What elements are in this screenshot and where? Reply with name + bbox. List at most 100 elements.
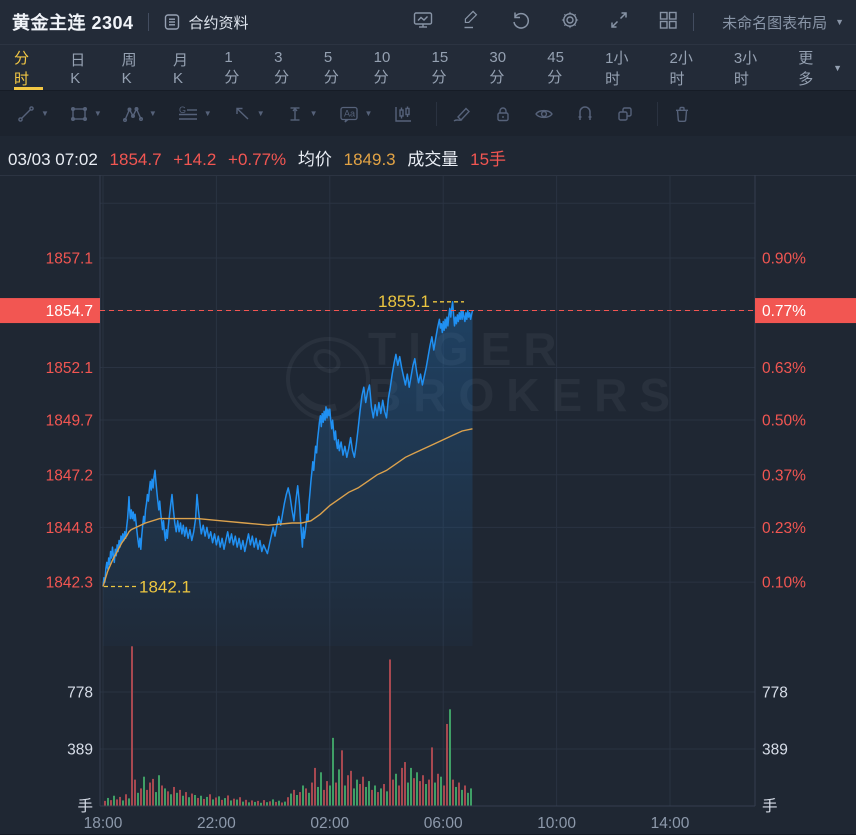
- avg-price-line: [102, 428, 473, 587]
- rectangle-tool[interactable]: ▼: [69, 104, 102, 124]
- chart-canvas[interactable]: TIGERBROKERS1857.10.90%1854.70.77%1852.1…: [0, 175, 856, 835]
- arrow-tool[interactable]: ▼: [232, 104, 265, 124]
- volume-bar: [272, 799, 274, 806]
- top-bar: 黄金主连 2304 合约资料: [0, 0, 856, 45]
- volume-bar: [227, 795, 229, 806]
- tab-2hour[interactable]: 2小时: [669, 49, 693, 88]
- chart-snapshot-icon[interactable]: [412, 9, 434, 36]
- visibility-tool[interactable]: [533, 104, 555, 124]
- volume-bar: [455, 786, 457, 806]
- percent-tick-label: 0.10%: [762, 575, 806, 592]
- tab-5min[interactable]: 5分: [323, 48, 339, 86]
- volume-bar: [146, 789, 148, 806]
- chevron-down-icon: ▼: [148, 109, 157, 118]
- svg-text:Aa: Aa: [344, 108, 355, 118]
- tab-month-k[interactable]: 月K: [173, 51, 189, 87]
- tab-day-k[interactable]: 日K: [70, 51, 86, 87]
- tab-fenshi[interactable]: 分时: [14, 45, 44, 90]
- volume-bar: [314, 767, 316, 806]
- volume-bar: [392, 779, 394, 806]
- top-actions: [412, 9, 679, 36]
- volume-bar: [104, 800, 106, 806]
- magnet-tool[interactable]: [575, 104, 595, 124]
- lock-tool[interactable]: [493, 104, 513, 124]
- avg-price-value: 1849.3: [343, 150, 396, 169]
- volume-bar: [269, 801, 271, 806]
- volume-bar: [209, 794, 211, 806]
- clone-tool[interactable]: [615, 104, 635, 124]
- volume-bar: [251, 800, 253, 806]
- tab-more[interactable]: 更多 ▼: [798, 49, 842, 88]
- divider: [657, 101, 659, 126]
- volume-bar: [206, 796, 208, 806]
- price-tick-label: 1849.7: [46, 413, 93, 430]
- volume-bar: [179, 789, 181, 806]
- brush-tool[interactable]: [451, 104, 473, 124]
- tab-10min[interactable]: 10分: [373, 48, 391, 86]
- tab-3min[interactable]: 3分: [274, 48, 290, 86]
- tab-week-k[interactable]: 周K: [121, 51, 137, 87]
- edit-icon[interactable]: [461, 9, 483, 36]
- price-tick-label: 1857.1: [46, 251, 93, 268]
- time-tick-label: 06:00: [424, 815, 463, 832]
- price-tick-label: 1852.1: [46, 360, 93, 377]
- tab-30min[interactable]: 30分: [489, 48, 507, 86]
- trendline-tool[interactable]: ▼: [16, 104, 49, 124]
- quote-info-bar: 03/03 07:02 1854.7 +14.2 +0.77% 均价 1849.…: [8, 145, 513, 170]
- volume-bar: [326, 781, 328, 806]
- text-tool[interactable]: Aa ▼: [338, 104, 372, 124]
- quote-last-price: 1854.7: [109, 150, 162, 169]
- volume-bar: [122, 800, 124, 806]
- volume-bar: [236, 799, 238, 806]
- chart-area: 03/03 07:02 1854.7 +14.2 +0.77% 均价 1849.…: [0, 136, 856, 834]
- volume-bar: [248, 802, 250, 806]
- volume-bar: [284, 801, 286, 806]
- tiger-logo-watermark: [297, 392, 337, 412]
- volume-bar: [260, 802, 262, 806]
- chevron-down-icon: ▼: [833, 62, 842, 73]
- volume-bar: [242, 801, 244, 806]
- tab-3hour[interactable]: 3小时: [733, 49, 758, 88]
- settings-icon[interactable]: [559, 9, 581, 36]
- tab-45min[interactable]: 45分: [547, 48, 564, 86]
- chart-style-tool[interactable]: [392, 104, 414, 124]
- chevron-down-icon: ▼: [256, 109, 265, 118]
- volume-bar: [218, 796, 220, 806]
- fullscreen-icon[interactable]: [608, 9, 630, 36]
- volume-bar: [440, 776, 442, 806]
- tab-1hour[interactable]: 1小时: [605, 49, 629, 88]
- volume-bar: [305, 788, 307, 806]
- price-range-tool[interactable]: ▼: [285, 104, 318, 124]
- percent-tick-label: 0.63%: [762, 360, 806, 377]
- volume-bar: [359, 784, 361, 806]
- volume-bar: [470, 788, 472, 806]
- volume-bar: [254, 801, 256, 806]
- undo-icon[interactable]: [510, 9, 532, 36]
- volume-bar: [308, 792, 310, 806]
- trash-tool[interactable]: [672, 104, 692, 124]
- low-annotation-label: 1842.1: [139, 578, 191, 597]
- volume-bar: [245, 799, 247, 806]
- gann-fib-tool[interactable]: G ▼: [177, 104, 212, 124]
- volume-bar: [320, 772, 322, 806]
- volume-bar: [266, 802, 268, 806]
- volume-bar: [413, 778, 415, 806]
- volume-bar: [200, 795, 202, 806]
- volume-bar: [302, 785, 304, 806]
- volume-bar: [446, 723, 448, 806]
- volume-bar: [374, 785, 376, 806]
- percent-tick-label: 0.90%: [762, 251, 806, 268]
- tab-1min[interactable]: 1分: [224, 48, 240, 86]
- volume-bar: [143, 776, 145, 806]
- layout-grid-icon[interactable]: [657, 9, 679, 36]
- chart-layout-selector[interactable]: 未命名图表布局 ▼: [722, 12, 844, 33]
- volume-bar: [410, 767, 412, 806]
- contract-info-button[interactable]: 合约资料: [163, 12, 249, 33]
- volume-label: 成交量: [407, 150, 459, 169]
- timeframe-bar: 分时 日K 周K 月K 1分 3分 5分 10分 15分 30分 45分 1小时…: [0, 45, 856, 91]
- volume-bar: [344, 785, 346, 806]
- tab-15min[interactable]: 15分: [431, 48, 449, 86]
- pattern-zigzag-tool[interactable]: ▼: [122, 104, 157, 124]
- volume-bar: [461, 789, 463, 806]
- percent-tick-label: 0.23%: [762, 520, 806, 537]
